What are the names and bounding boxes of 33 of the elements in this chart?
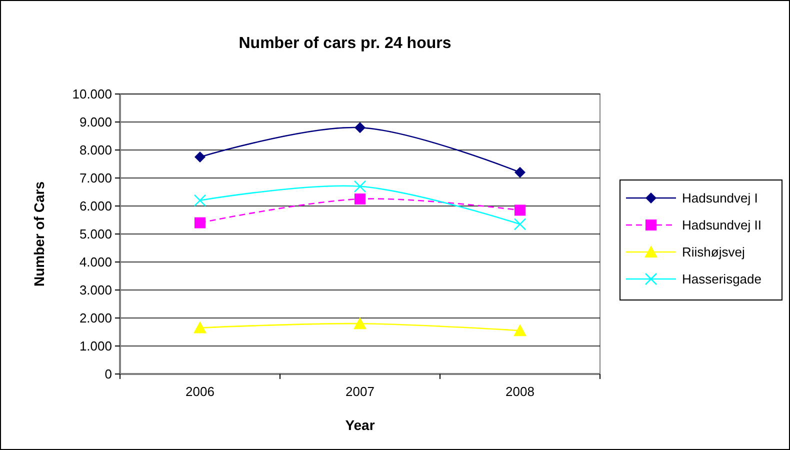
point [194, 194, 206, 207]
x-tick-label: 2008 [506, 384, 534, 399]
y-tick-label: 9.000 [79, 114, 112, 130]
point [354, 317, 366, 330]
point [354, 194, 366, 204]
y-tick-label: 0 [104, 366, 112, 382]
y-tick-label: 8.000 [79, 142, 112, 158]
legend-label: Hadsundvej I [682, 190, 758, 206]
x-axis-title: Year [345, 417, 376, 433]
x-tick-label: 2006 [186, 384, 214, 399]
y-tick-label: 3.000 [79, 282, 112, 298]
x-tick-label: 2007 [346, 384, 374, 399]
legend-label: Riishøjsvej [682, 244, 745, 260]
legend-label: Hadsundvej II [682, 218, 762, 233]
y-tick-label: 7.000 [79, 170, 112, 186]
point [514, 218, 526, 230]
point [194, 152, 206, 162]
point [514, 166, 526, 178]
legend-label: Hasserisgade [682, 272, 762, 287]
y-axis-title: Number of Cars [31, 181, 47, 287]
chart-title: Number of cars pr. 24 hours [238, 35, 452, 52]
point [514, 324, 526, 336]
y-tick-label: 6.000 [79, 198, 112, 214]
point [194, 217, 206, 228]
point [354, 180, 366, 193]
point [354, 122, 366, 134]
point [514, 204, 526, 216]
y-tick-label: 1.000 [79, 338, 112, 354]
y-tick-label: 4.000 [79, 254, 112, 270]
y-tick-label: 5.000 [79, 226, 112, 242]
y-tick-label: 2.000 [79, 310, 112, 326]
y-tick-label: 10.000 [72, 86, 112, 102]
point [194, 321, 206, 334]
